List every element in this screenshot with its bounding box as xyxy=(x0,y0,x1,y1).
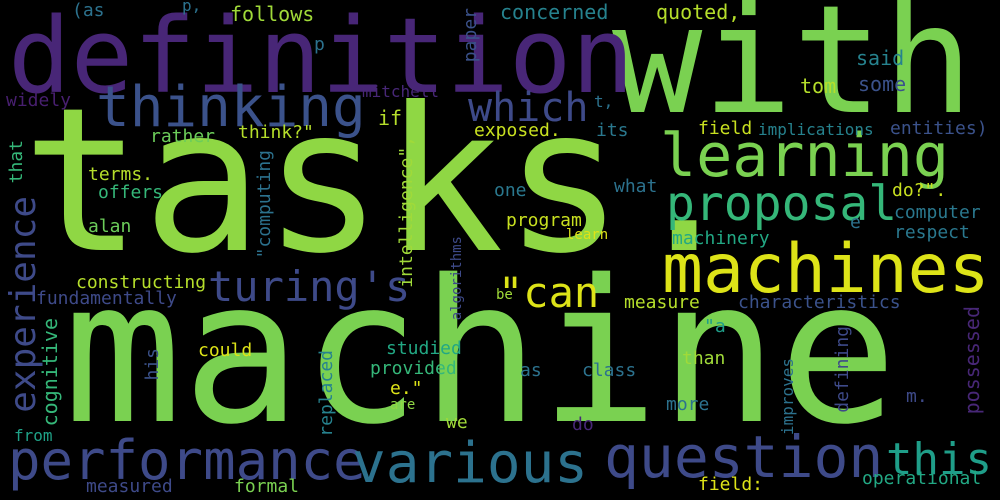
word-intelligence: intelligence", xyxy=(396,136,417,288)
word-widely: widely xyxy=(6,90,72,111)
word-think: think?" xyxy=(238,122,314,143)
word-that: that xyxy=(6,140,27,184)
word-if: if xyxy=(378,106,403,130)
word-algorithms: algorithms xyxy=(449,236,465,321)
word-quoted: quoted, xyxy=(656,0,741,24)
word-class: class xyxy=(582,360,637,381)
word-question: question xyxy=(604,423,884,491)
word-computer: computer xyxy=(894,202,981,223)
word-proposal: proposal xyxy=(666,176,898,232)
word-respect: respect xyxy=(894,222,970,243)
word-could: could xyxy=(198,340,253,361)
word-a-quote: "a xyxy=(704,316,726,337)
word-more: more xyxy=(666,394,710,415)
word-possessed: possessed xyxy=(960,306,984,415)
word-what: what xyxy=(614,176,658,197)
word-can: "can xyxy=(498,268,600,317)
word-offers: offers xyxy=(98,182,164,203)
word-as-paren: (as xyxy=(72,0,105,21)
word-his: his xyxy=(142,348,163,381)
word-studied: studied xyxy=(386,338,462,359)
word-cognitive: cognitive xyxy=(38,318,62,427)
word-characteristics: characteristics xyxy=(738,292,901,313)
word-follows: follows xyxy=(230,2,315,26)
word-we: we xyxy=(446,412,468,433)
word-learning: learning xyxy=(660,121,949,191)
word-various: various xyxy=(352,431,589,496)
word-learn: learn xyxy=(566,227,609,243)
word-machines: machines xyxy=(662,230,990,309)
word-concerned: concerned xyxy=(500,0,609,24)
word-exposed: exposed. xyxy=(474,120,561,141)
word-m: m. xyxy=(906,386,928,407)
word-measured: measured xyxy=(86,476,173,497)
word-tasks: tasks. xyxy=(22,65,745,298)
word-entities: entities) xyxy=(890,118,988,139)
word-p-comma: p, xyxy=(182,0,202,15)
word-which: which xyxy=(468,85,589,131)
word-terms: terms. xyxy=(88,164,154,185)
word-turings: turing's xyxy=(208,262,411,311)
word-field: field xyxy=(698,118,753,139)
word-do: do xyxy=(572,414,594,435)
word-provided: provided xyxy=(370,358,457,379)
word-measure: measure xyxy=(624,292,700,313)
word-thinking: thinking xyxy=(96,75,366,140)
word-some: some xyxy=(858,72,907,96)
word-are: are xyxy=(390,397,416,413)
word-improves: improves xyxy=(778,358,797,436)
word-be: be xyxy=(496,287,513,303)
word-formal: formal xyxy=(234,476,300,497)
word-than: than xyxy=(682,348,726,369)
word-defining: defining xyxy=(832,326,853,413)
word-definition: definition xyxy=(8,0,635,117)
word-performance: performance xyxy=(8,429,366,492)
word-operational: operational xyxy=(862,468,982,489)
word-as: as xyxy=(520,360,542,381)
word-constructing: constructing xyxy=(76,272,207,293)
word-with: with xyxy=(612,0,974,148)
word-alan: alan xyxy=(88,216,132,237)
word-tom: tom xyxy=(800,74,837,98)
word-rather: rather xyxy=(150,126,216,147)
word-fundamentally: fundamentally xyxy=(36,288,177,309)
word-paper: paper xyxy=(460,8,481,63)
word-p: p xyxy=(314,34,325,55)
word-implications: implications xyxy=(758,120,874,139)
word-e: e xyxy=(850,212,861,233)
word-e-quote: e." xyxy=(390,378,423,399)
word-its: its xyxy=(596,120,629,141)
word-mitchell: mitchell xyxy=(362,82,440,101)
word-this: this xyxy=(886,434,992,485)
word-do-q: do?". xyxy=(892,180,947,201)
word-field-colon: field: xyxy=(698,474,764,495)
word-machinery: machinery xyxy=(672,228,770,249)
word-computing: "computing xyxy=(254,150,275,259)
word-program: program xyxy=(506,210,582,231)
word-from: from xyxy=(14,426,53,445)
word-replaced: replaced xyxy=(316,350,337,437)
word-one: one xyxy=(494,180,527,201)
word-machine: machine xyxy=(63,237,898,468)
word-t-comma: t, xyxy=(594,92,614,111)
word-said: said xyxy=(856,46,905,70)
